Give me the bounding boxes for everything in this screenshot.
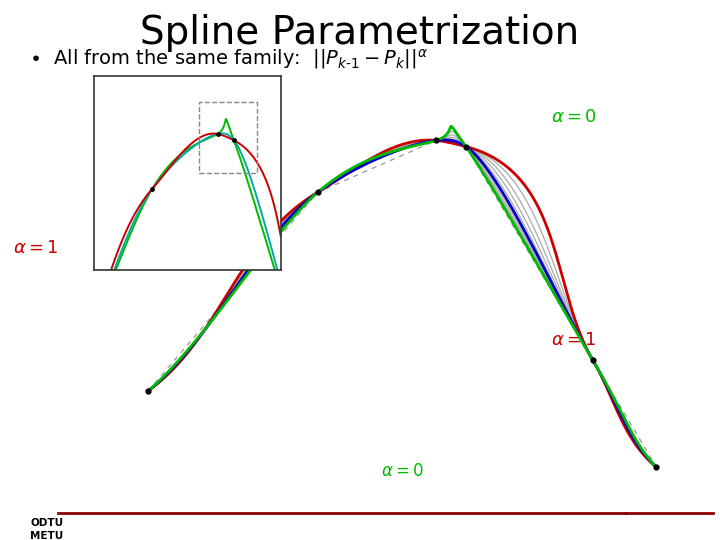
Text: $\bullet$  All from the same family:  $||P_{k\text{-}1} - P_k||^\alpha$: $\bullet$ All from the same family: $||P… [29,48,428,71]
Text: ODTU
METU: ODTU METU [30,518,63,540]
Text: $\alpha=0$: $\alpha=0$ [551,108,597,126]
Bar [199,102,258,173]
Text: $\alpha=1$: $\alpha=1$ [551,331,596,349]
Text: Spline Parametrization: Spline Parametrization [140,14,580,51]
Text: $\alpha=1$: $\alpha=1$ [13,239,58,258]
Text: $\alpha=0$: $\alpha=0$ [381,462,424,481]
